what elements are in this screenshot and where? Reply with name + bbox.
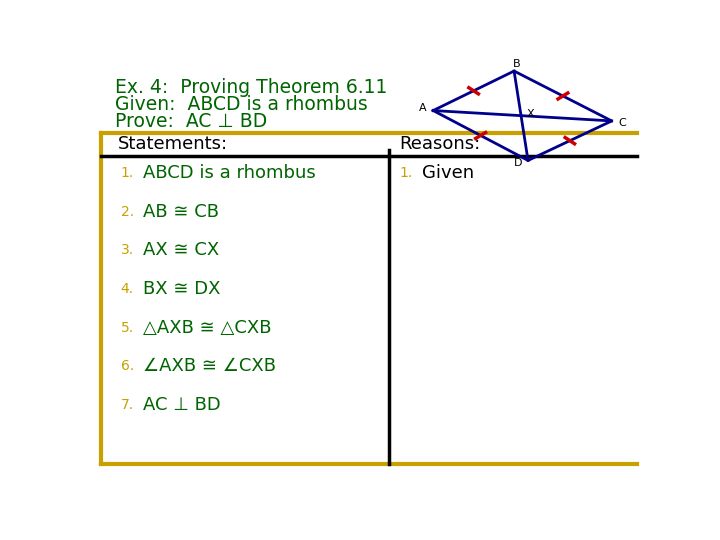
Text: AB ≅ CB: AB ≅ CB: [143, 202, 219, 220]
Text: B: B: [513, 58, 521, 69]
Text: AC ⊥ BD: AC ⊥ BD: [143, 396, 221, 414]
Text: 3.: 3.: [121, 243, 134, 257]
Text: D: D: [514, 158, 522, 167]
Text: C: C: [618, 118, 626, 128]
Text: 1.: 1.: [400, 166, 413, 180]
Text: 1.: 1.: [121, 166, 134, 180]
Text: Reasons:: Reasons:: [400, 135, 481, 153]
Text: Statements:: Statements:: [118, 135, 228, 153]
Text: ∠AXB ≅ ∠CXB: ∠AXB ≅ ∠CXB: [143, 357, 276, 375]
Text: 7.: 7.: [121, 398, 134, 412]
Text: BX ≅ DX: BX ≅ DX: [143, 280, 220, 298]
Text: △AXB ≅ △CXB: △AXB ≅ △CXB: [143, 319, 271, 336]
Text: ABCD is a rhombus: ABCD is a rhombus: [143, 164, 316, 182]
Text: Ex. 4:  Proving Theorem 6.11: Ex. 4: Proving Theorem 6.11: [115, 78, 387, 97]
Text: Given:  ABCD is a rhombus: Given: ABCD is a rhombus: [115, 95, 368, 114]
Text: 4.: 4.: [121, 282, 134, 296]
Text: 5.: 5.: [121, 321, 134, 335]
Text: AX ≅ CX: AX ≅ CX: [143, 241, 220, 259]
Text: X: X: [527, 109, 535, 119]
Text: Given: Given: [422, 164, 474, 182]
Text: 6.: 6.: [121, 359, 134, 373]
Text: Prove:  AC ⊥ BD: Prove: AC ⊥ BD: [115, 112, 267, 131]
Text: 2.: 2.: [121, 205, 134, 219]
Text: A: A: [419, 104, 427, 113]
